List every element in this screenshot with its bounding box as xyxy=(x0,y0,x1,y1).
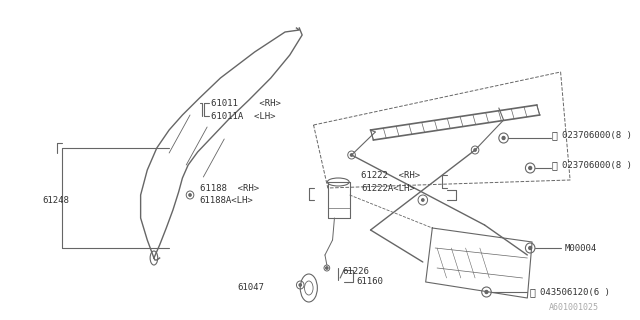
Text: 61188  <RH>: 61188 <RH> xyxy=(200,183,259,193)
Text: 61222A<LH>: 61222A<LH> xyxy=(361,183,415,193)
Text: 043506120(6 ): 043506120(6 ) xyxy=(540,287,609,297)
Circle shape xyxy=(529,246,532,250)
Circle shape xyxy=(502,137,505,140)
Text: 61222  <RH>: 61222 <RH> xyxy=(361,171,420,180)
Text: Ⓝ: Ⓝ xyxy=(551,160,557,170)
Text: Ⓝ: Ⓝ xyxy=(551,130,557,140)
Circle shape xyxy=(326,267,328,269)
Text: A601001025: A601001025 xyxy=(548,303,598,312)
Circle shape xyxy=(299,284,301,286)
Circle shape xyxy=(474,149,476,151)
Text: 61248: 61248 xyxy=(43,196,70,204)
Text: 61160: 61160 xyxy=(356,277,383,286)
Text: 023706000(8 ): 023706000(8 ) xyxy=(561,161,632,170)
Text: 61011A  <LH>: 61011A <LH> xyxy=(211,111,275,121)
Text: 61188A<LH>: 61188A<LH> xyxy=(200,196,253,204)
Text: Ⓢ: Ⓢ xyxy=(529,287,535,297)
Circle shape xyxy=(189,194,191,196)
Circle shape xyxy=(351,154,353,156)
Text: 023706000(8 ): 023706000(8 ) xyxy=(561,131,632,140)
Circle shape xyxy=(422,199,424,201)
Text: 61011    <RH>: 61011 <RH> xyxy=(211,99,281,108)
Text: M00004: M00004 xyxy=(564,244,596,252)
Circle shape xyxy=(485,291,488,293)
Text: 61047: 61047 xyxy=(237,284,264,292)
Text: 61226: 61226 xyxy=(342,268,369,276)
Circle shape xyxy=(529,166,532,170)
